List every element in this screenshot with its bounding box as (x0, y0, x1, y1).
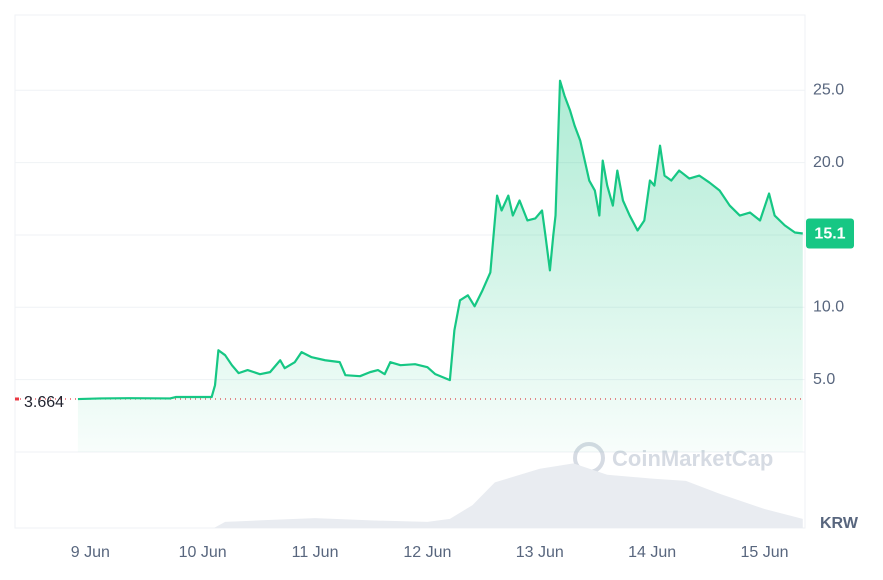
x-tick-label: 15 Jun (741, 544, 789, 561)
open-price-tick (15, 397, 19, 401)
volume-area (213, 463, 803, 528)
x-tick-label: 13 Jun (516, 544, 564, 561)
y-tick-label: 10.0 (813, 299, 844, 316)
y-tick-label: 25.0 (813, 81, 844, 98)
x-tick-label: 9 Jun (71, 544, 110, 561)
x-tick-label: 14 Jun (628, 544, 676, 561)
price-line (77, 79, 803, 401)
x-tick-label: 10 Jun (179, 544, 227, 561)
y-tick-label: 20.0 (813, 154, 844, 171)
x-tick-label: 11 Jun (292, 544, 339, 561)
current-price-label: 15.1 (814, 226, 845, 243)
y-tick-label: 5.0 (813, 371, 835, 388)
open-price-label: 3.664 (24, 394, 64, 411)
price-area (77, 80, 803, 452)
current-price-badge (806, 218, 854, 249)
x-tick-label: 12 Jun (403, 544, 451, 561)
currency-label: KRW (820, 515, 859, 532)
